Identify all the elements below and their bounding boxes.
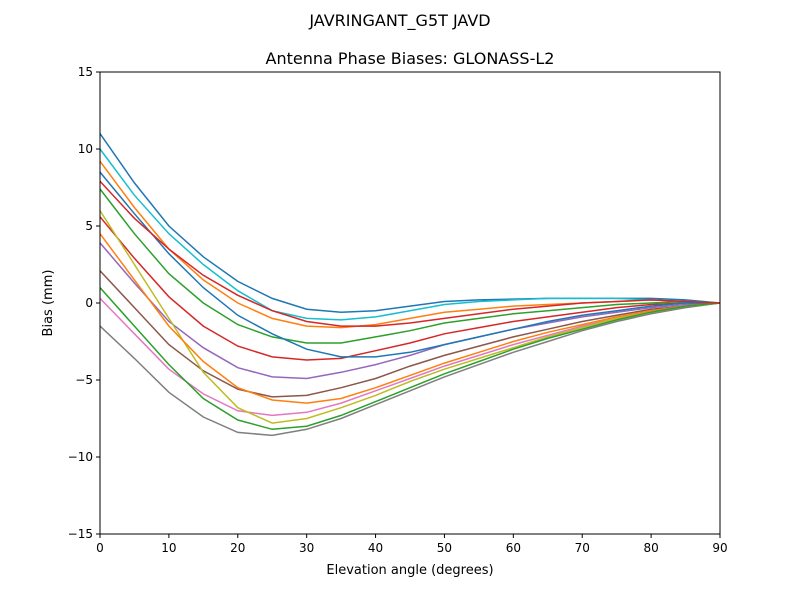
chart-title: Antenna Phase Biases: GLONASS-L2 <box>266 49 555 68</box>
y-tick-label: 10 <box>78 142 93 156</box>
series-line-s6 <box>99 270 721 398</box>
y-tick-label: −15 <box>68 527 93 541</box>
x-tick-label: 40 <box>368 541 383 555</box>
y-tick-label: −5 <box>75 373 93 387</box>
x-tick-label: 0 <box>96 541 104 555</box>
y-tick-label: 5 <box>85 219 93 233</box>
x-tick-label: 10 <box>161 541 176 555</box>
series-line-s14 <box>99 180 721 327</box>
y-tick-label: −10 <box>68 450 93 464</box>
series-line-s13 <box>99 287 721 431</box>
series-line-s1 <box>99 133 721 313</box>
y-axis-ticks: −15 −10 −5 0 5 10 15 <box>68 65 100 541</box>
series-line-s4 <box>99 216 720 361</box>
x-axis-label: Elevation angle (degrees) <box>326 563 493 578</box>
x-tick-label: 80 <box>643 541 658 555</box>
series-line-s2 <box>99 160 721 329</box>
x-tick-label: 50 <box>437 541 452 555</box>
series-line-s3 <box>99 188 721 344</box>
x-tick-label: 90 <box>712 541 727 555</box>
y-axis-label: Bias (mm) <box>41 270 56 337</box>
x-tick-label: 60 <box>506 541 521 555</box>
series-line-s11 <box>99 171 720 358</box>
series-line-s9 <box>99 210 721 424</box>
series-line-s12 <box>99 233 721 404</box>
x-axis-ticks: 0 10 20 30 40 50 60 70 80 90 <box>96 534 728 555</box>
series-line-s5 <box>99 242 721 380</box>
figure-suptitle: JAVRINGANT_G5T JAVD <box>308 11 490 31</box>
y-tick-label: 15 <box>78 65 93 79</box>
series-lines <box>99 133 721 437</box>
y-tick-label: 0 <box>85 296 93 310</box>
series-line-s10 <box>99 148 721 321</box>
x-tick-label: 70 <box>575 541 590 555</box>
x-tick-label: 30 <box>299 541 314 555</box>
series-line-s8 <box>99 302 721 437</box>
x-tick-label: 20 <box>230 541 245 555</box>
plot-frame <box>99 71 721 535</box>
